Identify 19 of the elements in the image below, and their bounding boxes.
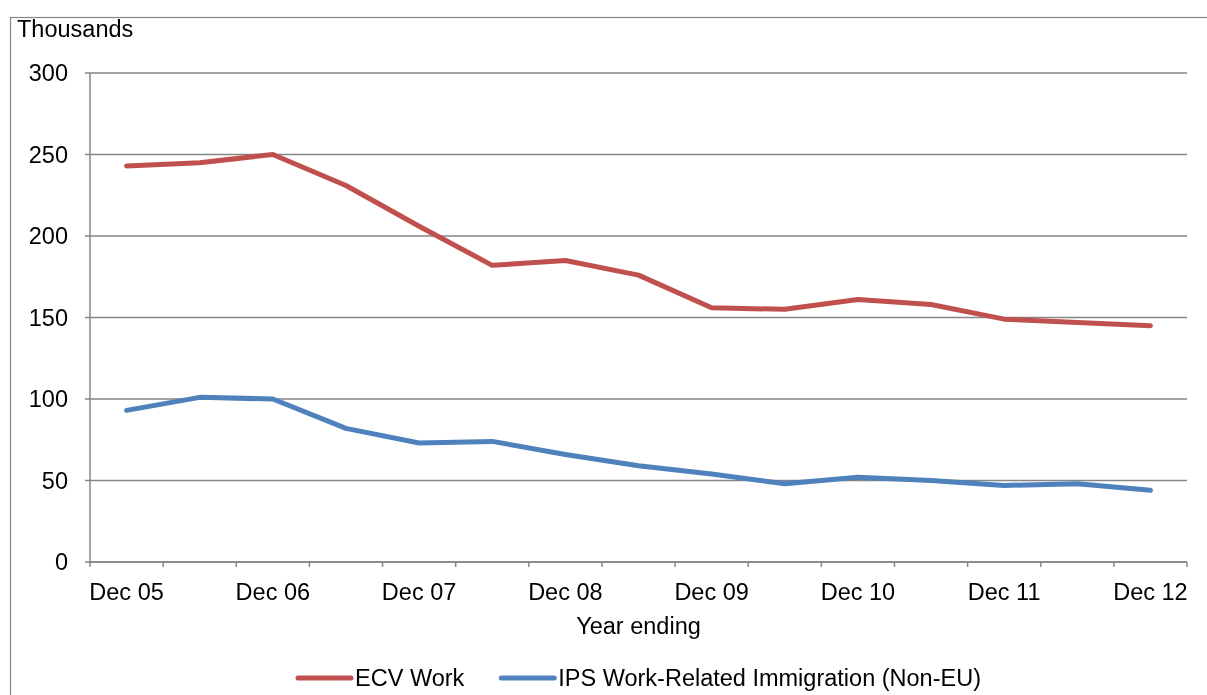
x-tick-label: Dec 09	[674, 579, 749, 605]
legend-label: IPS Work-Related Immigration (Non-EU)	[558, 665, 981, 692]
y-tick-label: 300	[28, 60, 68, 87]
y-tick-label: 150	[28, 304, 68, 331]
y-axis-title: Thousands	[17, 16, 134, 42]
x-tick-label: Dec 05	[89, 579, 164, 605]
x-tick-label: Dec 11	[967, 579, 1041, 605]
y-tick-label: 0	[54, 549, 68, 576]
y-tick-label: 100	[28, 386, 68, 413]
x-tick-label: Dec 08	[528, 579, 603, 605]
y-tick-label: 50	[41, 467, 68, 494]
x-tick-label: Dec 06	[235, 579, 311, 605]
y-tick-label: 250	[28, 141, 68, 168]
x-tick-label: Dec 12	[1113, 579, 1188, 605]
legend-label: ECV Work	[355, 665, 465, 692]
x-tick-label: Dec 07	[381, 579, 457, 605]
x-tick-label: Dec 10	[820, 579, 896, 605]
y-tick-label: 200	[28, 223, 68, 250]
x-axis-title: Year ending	[576, 613, 701, 639]
